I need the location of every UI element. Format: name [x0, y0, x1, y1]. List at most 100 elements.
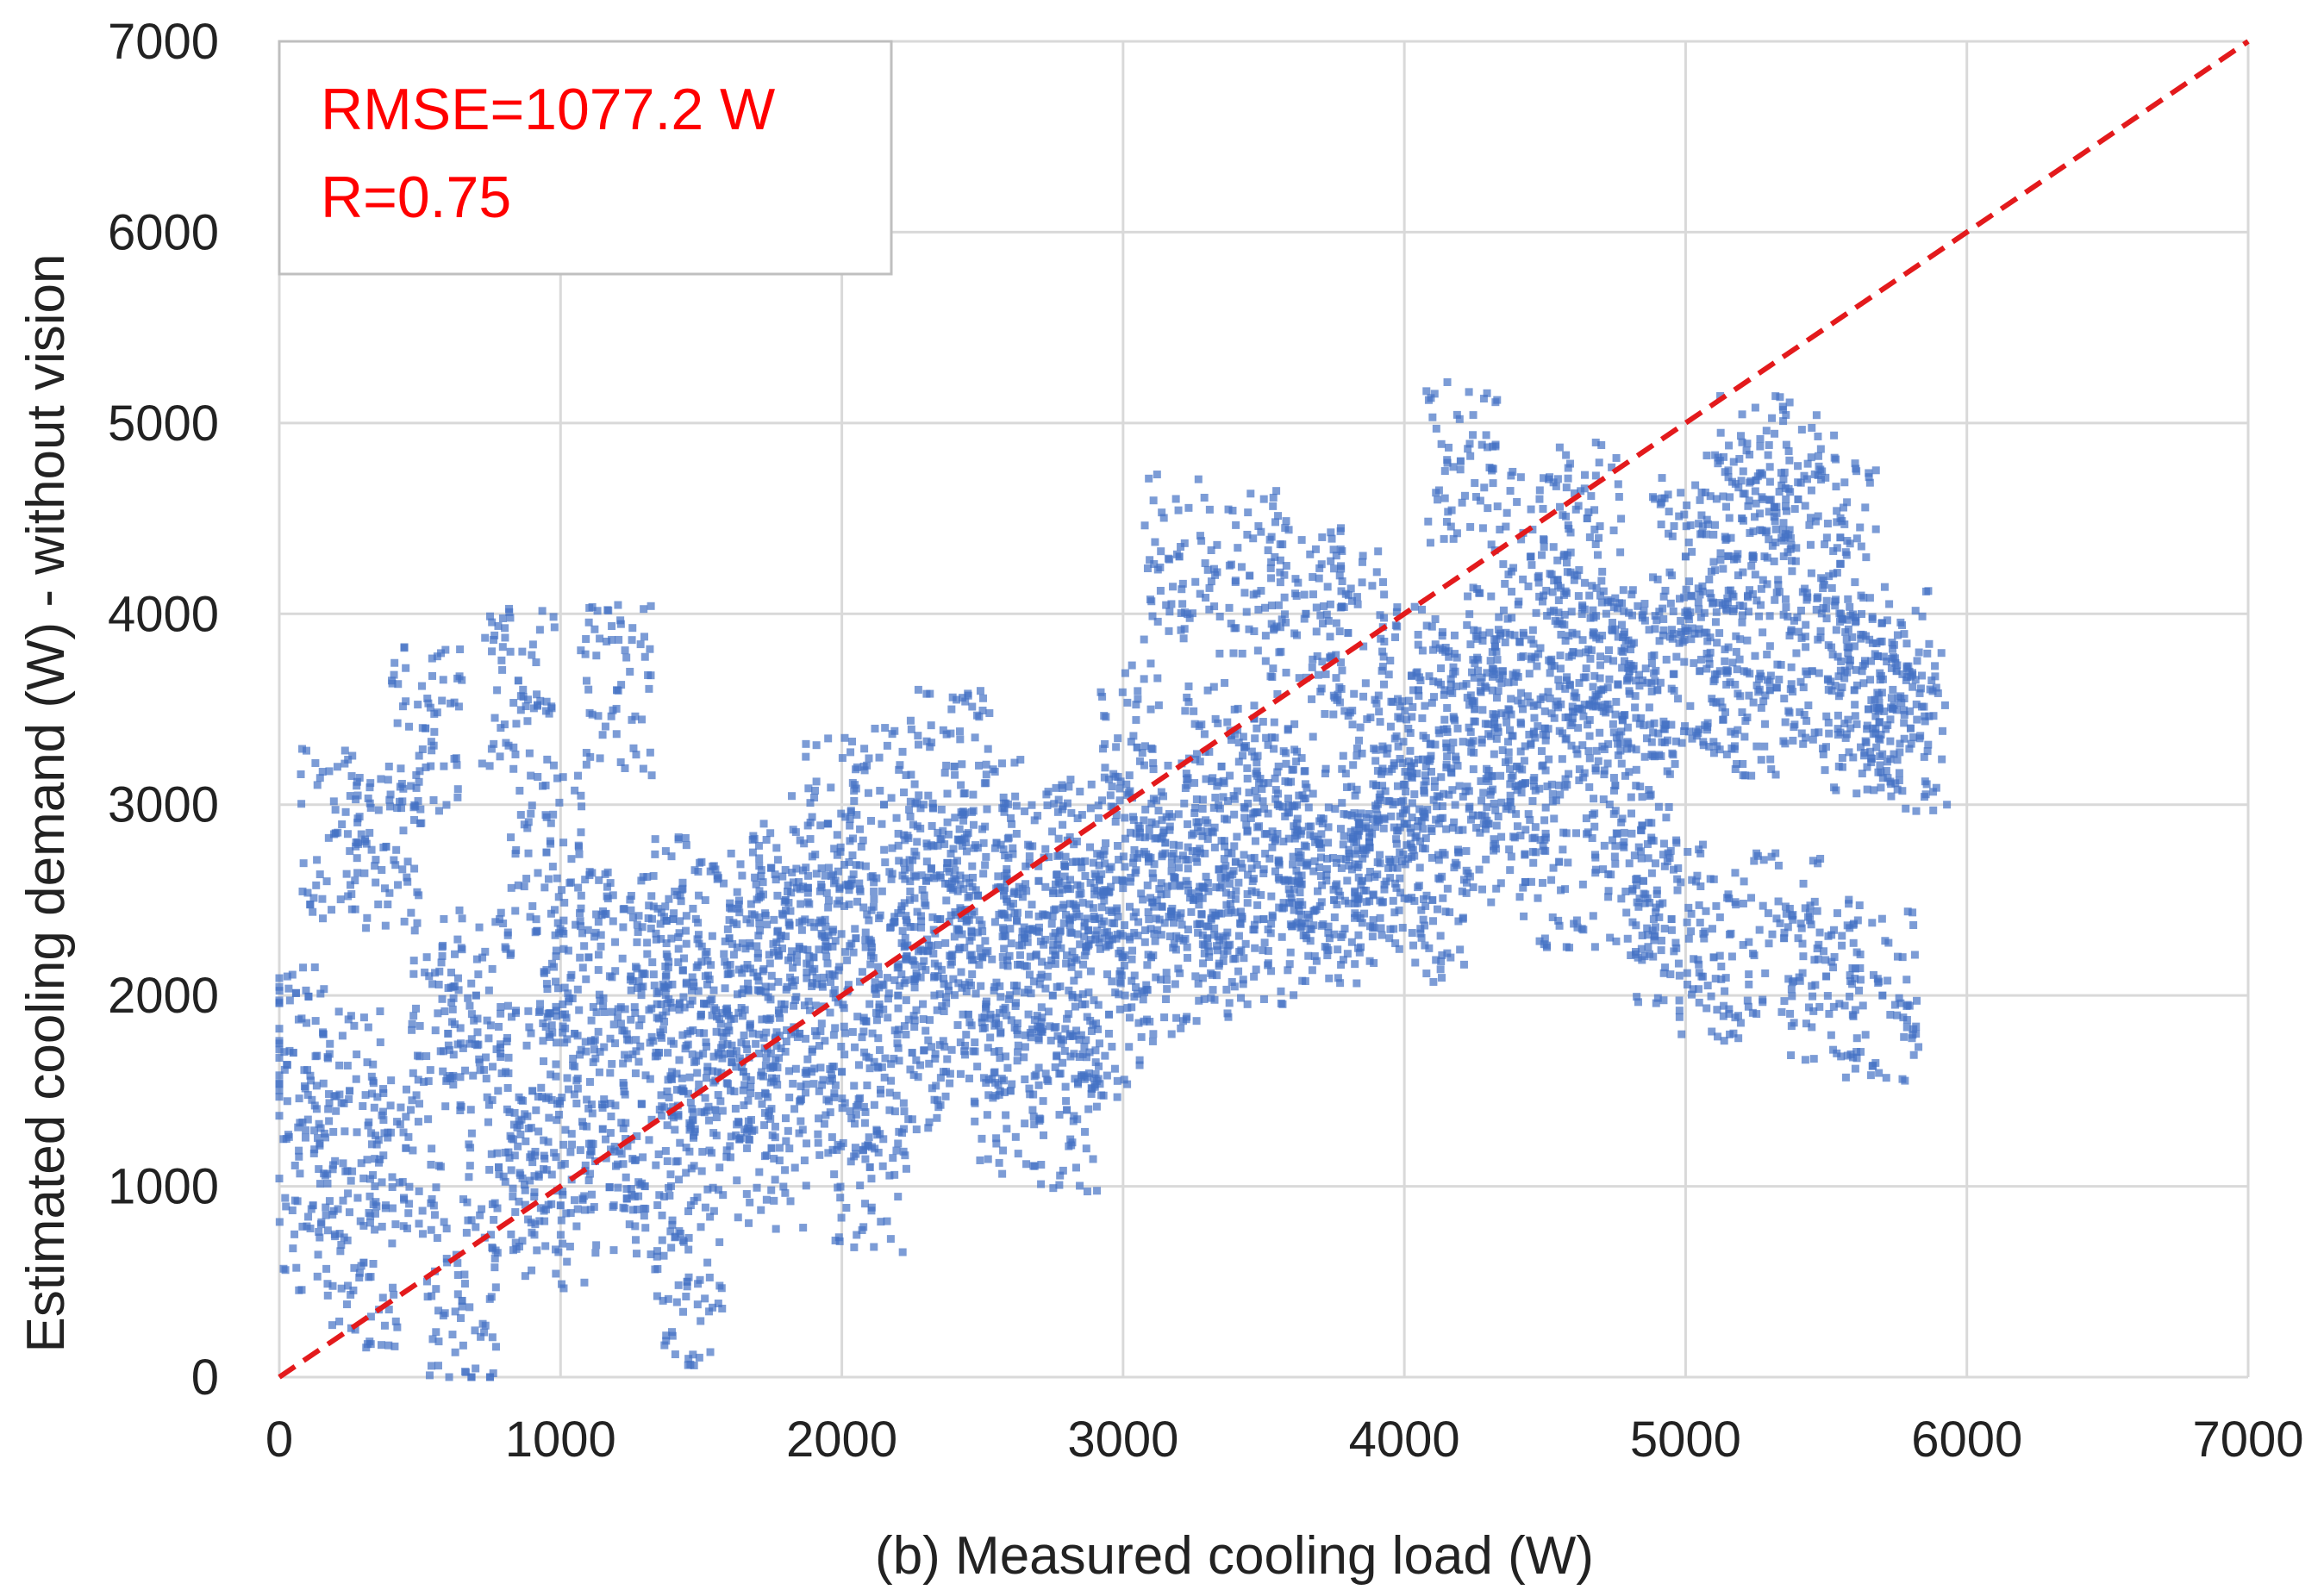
scatter-point	[1087, 780, 1096, 789]
scatter-point	[982, 1079, 990, 1088]
scatter-point	[914, 732, 922, 740]
scatter-point	[876, 787, 884, 795]
scatter-point	[1478, 524, 1487, 533]
scatter-point	[521, 1272, 529, 1281]
scatter-point	[702, 1074, 710, 1082]
scatter-point	[675, 929, 684, 938]
scatter-point	[1055, 1181, 1064, 1189]
scatter-point	[1002, 1052, 1010, 1061]
scatter-point	[1403, 841, 1411, 850]
scatter-point	[465, 1162, 474, 1170]
scatter-point	[774, 977, 783, 986]
scatter-point	[996, 1029, 1005, 1038]
scatter-point	[646, 1038, 654, 1047]
scatter-point	[1205, 947, 1214, 956]
scatter-point	[559, 1190, 567, 1199]
scatter-point	[1030, 816, 1039, 825]
scatter-point	[682, 1293, 690, 1301]
scatter-point	[897, 970, 906, 979]
scatter-point	[855, 977, 864, 986]
scatter-point	[1093, 926, 1102, 935]
scatter-point	[1148, 745, 1157, 753]
scatter-point	[653, 1252, 661, 1261]
scatter-point	[968, 702, 977, 711]
scatter-point	[810, 923, 819, 932]
scatter-point	[487, 745, 496, 753]
scatter-point	[746, 964, 754, 973]
scatter-point	[606, 1034, 615, 1043]
scatter-point	[1232, 887, 1240, 895]
scatter-point	[1034, 1063, 1043, 1072]
scatter-point	[831, 1024, 840, 1032]
scatter-point	[432, 1183, 440, 1192]
scatter-point	[978, 927, 987, 936]
scatter-point	[566, 1148, 575, 1156]
scatter-point	[1324, 616, 1333, 625]
scatter-point	[1084, 941, 1092, 950]
scatter-point	[863, 761, 872, 770]
scatter-point	[783, 1026, 791, 1034]
scatter-point	[1496, 771, 1505, 780]
scatter-point	[754, 932, 763, 940]
scatter-point	[405, 1182, 414, 1191]
scatter-point	[1340, 809, 1348, 818]
scatter-point	[547, 1095, 556, 1104]
scatter-point	[1445, 790, 1453, 799]
scatter-point	[1268, 827, 1277, 836]
scatter-point	[1000, 911, 1009, 920]
scatter-point	[957, 906, 965, 914]
scatter-point	[1264, 946, 1272, 955]
scatter-point	[400, 917, 409, 926]
scatter-point	[758, 1068, 766, 1076]
scatter-point	[511, 750, 520, 758]
scatter-point	[1304, 822, 1313, 831]
scatter-point	[1140, 816, 1148, 825]
scatter-point	[940, 1043, 949, 1051]
scatter-point	[407, 1106, 415, 1114]
scatter-point	[690, 1162, 698, 1170]
scatter-point	[442, 801, 451, 809]
scatter-point	[275, 1175, 284, 1183]
scatter-point	[491, 918, 500, 926]
scatter-point	[1030, 1162, 1039, 1170]
scatter-point	[507, 949, 515, 957]
scatter-point	[477, 1332, 485, 1341]
scatter-point	[626, 667, 634, 676]
scatter-point	[890, 1170, 899, 1179]
scatter-point	[1318, 533, 1327, 541]
scatter-point	[1184, 698, 1193, 707]
scatter-point	[878, 1063, 886, 1071]
scatter-point	[900, 789, 909, 797]
scatter-point	[926, 689, 934, 698]
scatter-point	[1163, 882, 1171, 891]
scatter-point	[1325, 974, 1334, 982]
scatter-point	[1112, 876, 1121, 884]
scatter-point	[706, 867, 715, 876]
scatter-point	[1292, 757, 1301, 766]
scatter-point	[1378, 782, 1387, 790]
scatter-point	[427, 762, 435, 770]
scatter-point	[275, 996, 284, 1005]
scatter-point	[1324, 839, 1333, 847]
scatter-point	[1073, 930, 1082, 938]
scatter-point	[540, 1164, 548, 1173]
scatter-point	[392, 845, 401, 854]
scatter-point	[919, 946, 928, 955]
scatter-point	[1128, 976, 1136, 985]
scatter-point	[1097, 934, 1106, 943]
scatter-point	[322, 1203, 330, 1212]
scatter-point	[912, 1006, 921, 1014]
scatter-point	[1250, 701, 1259, 710]
scatter-point	[1418, 755, 1427, 764]
scatter-point	[937, 965, 946, 974]
scatter-point	[1421, 941, 1429, 950]
scatter-point	[559, 1140, 568, 1149]
scatter-point	[1409, 702, 1417, 711]
scatter-point	[1108, 782, 1116, 791]
scatter-point	[898, 1248, 907, 1256]
scatter-point	[818, 1081, 827, 1089]
scatter-point	[1209, 986, 1217, 994]
scatter-point	[424, 1115, 433, 1124]
scatter-point	[697, 857, 706, 866]
scatter-point	[1391, 856, 1400, 864]
